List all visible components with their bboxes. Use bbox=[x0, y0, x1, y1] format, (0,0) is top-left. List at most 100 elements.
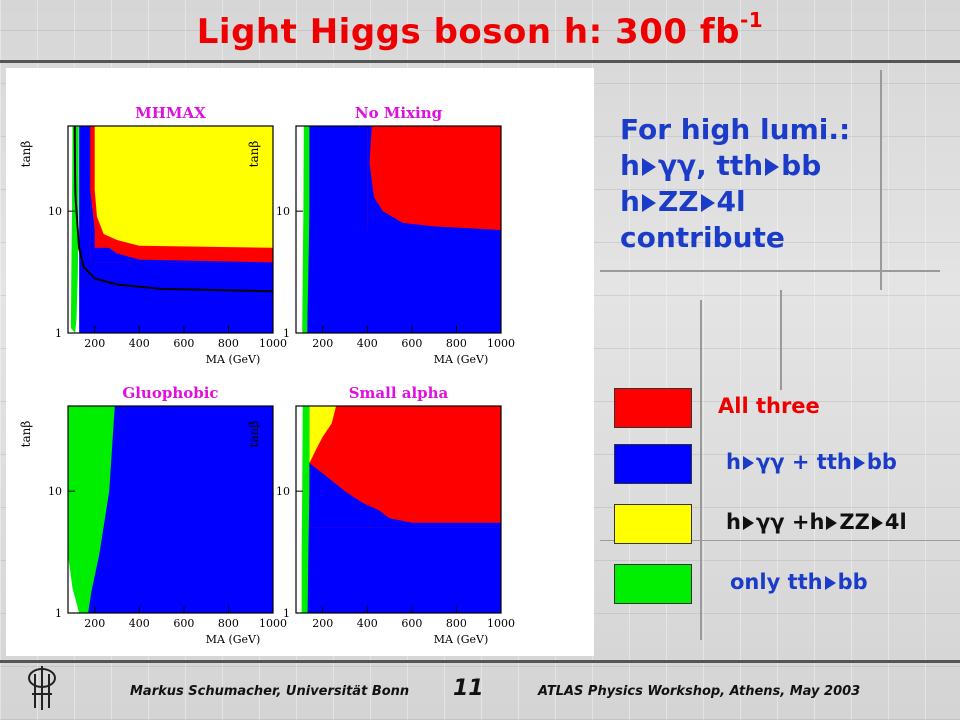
footer-author: Markus Schumacher, Universität Bonn bbox=[130, 684, 410, 699]
decor-line bbox=[600, 540, 960, 541]
heatmap-grid: 200 400 600 800 1000 1 10 MHMAX MA (GeV) tanβ 200 4… bbox=[19, 104, 515, 646]
x-tick-label: 1000 bbox=[259, 617, 287, 630]
x-tick-label: 600 bbox=[173, 617, 194, 630]
info-line-3: h ZZ 4l bbox=[620, 184, 850, 220]
legend-label-part: h bbox=[726, 450, 741, 474]
y-tick-label: 10 bbox=[48, 485, 62, 498]
region-red bbox=[309, 406, 501, 523]
y-axis-label: tanβ bbox=[247, 421, 261, 448]
y-tick-label: 1 bbox=[283, 327, 290, 340]
legend-item-gg-zz: h γγ +h ZZ 4l bbox=[614, 504, 960, 548]
info-line-2: h γγ, tth bb bbox=[620, 148, 850, 184]
x-tick-label: 800 bbox=[218, 337, 239, 350]
arrow-right-icon bbox=[742, 456, 754, 470]
info-line-4: contribute bbox=[620, 221, 785, 254]
footer-event: ATLAS Physics Workshop, Athens, May 2003 bbox=[538, 684, 861, 699]
arrow-right-icon bbox=[871, 516, 883, 530]
x-tick-label: 1000 bbox=[487, 337, 515, 350]
legend-label: All three bbox=[718, 394, 820, 418]
region-yellow bbox=[94, 126, 273, 248]
legend-label-part: bb bbox=[866, 450, 897, 474]
x-tick-label: 400 bbox=[357, 617, 378, 630]
title-superscript: -1 bbox=[740, 8, 764, 32]
x-tick-label: 200 bbox=[312, 617, 333, 630]
y-axis-label: tanβ bbox=[19, 141, 33, 168]
x-axis-label: MA (GeV) bbox=[434, 353, 489, 366]
x-tick-label: 1000 bbox=[487, 617, 515, 630]
x-tick-label: 200 bbox=[312, 337, 333, 350]
legend-label: h γγ +h ZZ 4l bbox=[726, 510, 907, 534]
info-line-2-part-c: bb bbox=[781, 149, 822, 182]
legend-label: h γγ + tth bb bbox=[726, 450, 897, 474]
y-tick-label: 10 bbox=[276, 205, 290, 218]
arrow-right-icon bbox=[641, 158, 656, 176]
legend-label-part: γγ +h bbox=[755, 510, 825, 534]
info-line-3-part-c: 4l bbox=[716, 185, 746, 218]
legend-item-gg-tth: h γγ + tth bb bbox=[614, 444, 960, 488]
info-line-2-part-b: γγ, tth bbox=[657, 149, 764, 182]
exclusion-curve bbox=[73, 125, 274, 293]
arrow-right-icon bbox=[641, 194, 656, 212]
legend-swatch-green bbox=[614, 564, 692, 604]
legend-item-all-three: All three bbox=[614, 388, 960, 432]
region-green bbox=[68, 406, 115, 613]
plot-frame bbox=[295, 125, 502, 334]
x-tick-label: 200 bbox=[84, 337, 105, 350]
plot-title: MHMAX bbox=[135, 104, 206, 122]
x-tick-label: 800 bbox=[446, 337, 467, 350]
footer-page-number: 11 bbox=[453, 676, 484, 701]
x-tick-label: 400 bbox=[357, 337, 378, 350]
title-divider bbox=[0, 60, 960, 63]
legend-swatch-red bbox=[614, 388, 692, 428]
decor-line bbox=[600, 270, 940, 272]
legend-item-only-tth: only tth bb bbox=[614, 564, 960, 608]
info-line-1: For high lumi.: bbox=[620, 113, 851, 146]
region-red bbox=[367, 126, 501, 230]
plot-panel: 200 400 600 800 1000 1 10 MHMAX MA (GeV) tanβ 200 4… bbox=[6, 68, 594, 656]
y-axis-label: tanβ bbox=[247, 141, 261, 168]
x-axis-label: MA (GeV) bbox=[206, 353, 261, 366]
atlas-logo-icon bbox=[28, 666, 56, 710]
region-yellow bbox=[309, 406, 337, 464]
arrow-right-icon bbox=[853, 456, 865, 470]
region-green bbox=[301, 406, 310, 613]
legend-swatch-yellow bbox=[614, 504, 692, 544]
info-line-3-part-b: ZZ bbox=[657, 185, 699, 218]
x-tick-label: 600 bbox=[401, 617, 422, 630]
x-tick-label: 600 bbox=[401, 337, 422, 350]
decor-line bbox=[780, 290, 782, 390]
y-tick-label: 10 bbox=[276, 485, 290, 498]
info-text: For high lumi.: h γγ, tth bb h ZZ 4l contrib… bbox=[620, 112, 850, 256]
legend-swatch-blue bbox=[614, 444, 692, 484]
x-tick-label: 400 bbox=[129, 617, 150, 630]
arrow-right-icon bbox=[826, 516, 838, 530]
arrow-right-icon bbox=[742, 516, 754, 530]
legend-label-part: 4l bbox=[884, 510, 907, 534]
x-tick-label: 200 bbox=[84, 617, 105, 630]
y-tick-label: 1 bbox=[55, 327, 62, 340]
legend-label-part: ZZ bbox=[839, 510, 870, 534]
legend-label-part: All three bbox=[718, 394, 820, 418]
decor-line bbox=[700, 300, 702, 640]
footer-divider bbox=[0, 660, 960, 663]
y-axis-label: tanβ bbox=[19, 421, 33, 448]
title-text: Light Higgs boson h: 300 fb bbox=[196, 12, 740, 52]
plot-title: Gluophobic bbox=[122, 384, 218, 402]
region-green bbox=[302, 126, 310, 333]
x-axis-label: MA (GeV) bbox=[206, 633, 261, 646]
plot-title: No Mixing bbox=[355, 104, 443, 122]
arrow-right-icon bbox=[824, 576, 836, 590]
x-tick-label: 800 bbox=[218, 617, 239, 630]
arrow-right-icon bbox=[765, 158, 780, 176]
x-tick-label: 600 bbox=[173, 337, 194, 350]
info-line-2-part-a: h bbox=[620, 149, 640, 182]
x-axis-label: MA (GeV) bbox=[434, 633, 489, 646]
legend-label-part: bb bbox=[837, 570, 868, 594]
x-tick-label: 800 bbox=[446, 617, 467, 630]
slide-title: Light Higgs boson h: 300 fb-1 bbox=[0, 8, 960, 52]
legend-label-part: γγ + tth bbox=[755, 450, 852, 474]
plot-frame bbox=[67, 405, 274, 614]
decor-line bbox=[880, 70, 882, 290]
y-tick-label: 10 bbox=[48, 205, 62, 218]
legend-label: only tth bb bbox=[730, 570, 868, 594]
